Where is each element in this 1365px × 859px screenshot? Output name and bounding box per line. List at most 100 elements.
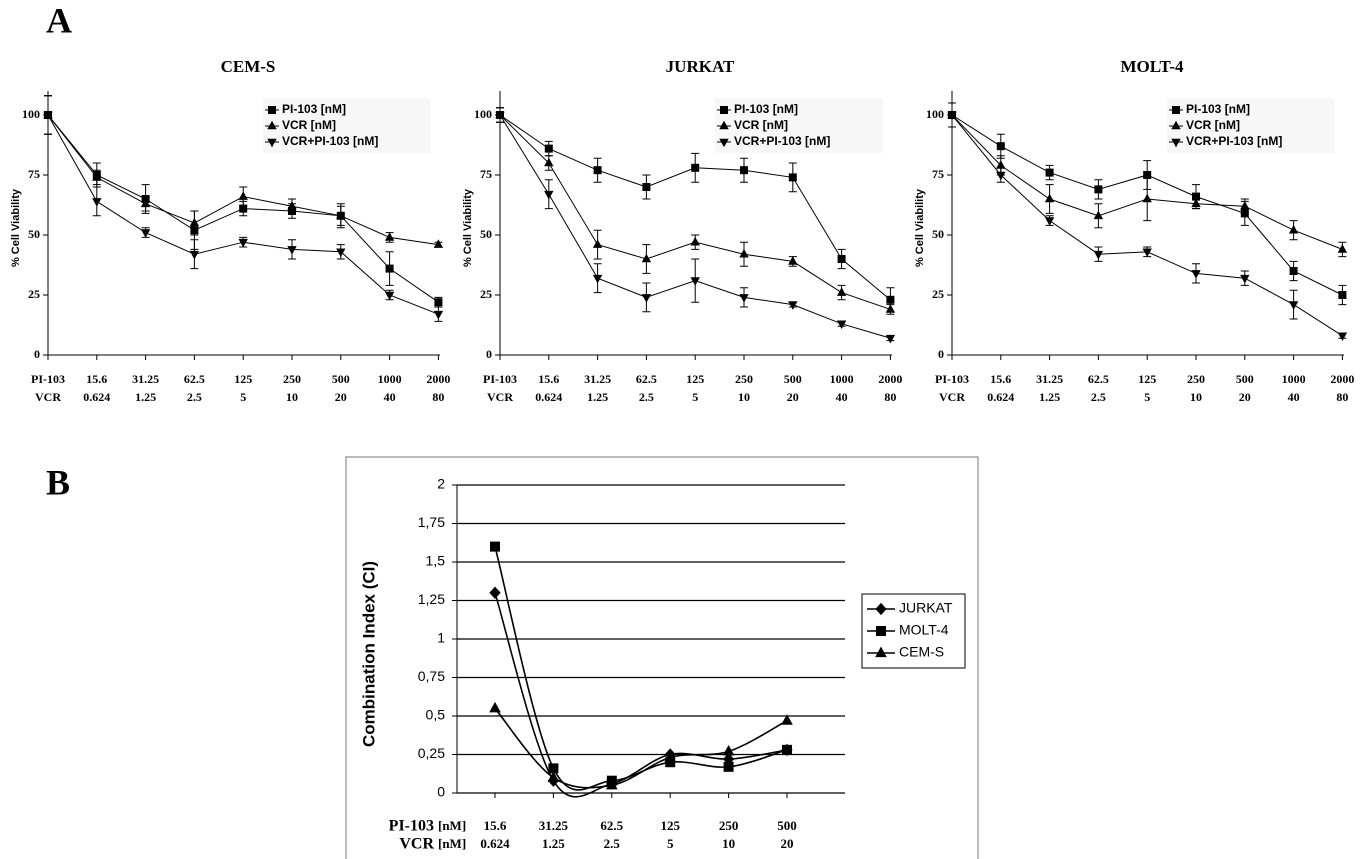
series-line [494, 546, 788, 791]
marker [690, 277, 700, 286]
series-line [494, 592, 788, 798]
marker [1240, 200, 1250, 210]
x-tick-label: 62.5 [636, 372, 657, 386]
x-tick-label: 10 [286, 390, 298, 404]
x-tick-label: 125 [234, 372, 252, 386]
y-tick-label: 75 [932, 167, 944, 181]
x-tick-label: 15.6 [538, 372, 559, 386]
x-tick-label: 20 [781, 836, 794, 851]
x-tick-label: 1.25 [1039, 390, 1060, 404]
marker [544, 144, 553, 153]
y-tick-label: 1 [437, 630, 445, 646]
x-tick-label: 20 [335, 390, 347, 404]
marker [544, 190, 554, 200]
x-tick-label: 500 [332, 372, 350, 386]
x-tick-label: 5 [1144, 390, 1150, 404]
x-tick-label: 1000 [378, 372, 402, 386]
x-tick-label: 2.5 [604, 836, 621, 851]
legend-label: PI-103 [nM] [282, 102, 346, 116]
y-tick-label: 1,75 [418, 514, 445, 530]
x-tick-label: 125 [686, 372, 704, 386]
marker [1240, 274, 1250, 284]
marker [140, 229, 151, 238]
chart-title: MOLT-4 [1121, 57, 1184, 76]
marker [1044, 193, 1055, 203]
x-tick-label: 2.5 [187, 390, 202, 404]
x-tick-label: 20 [1239, 390, 1251, 404]
marker [1289, 267, 1298, 275]
marker [1172, 106, 1180, 114]
chart-title: CEM-S [221, 57, 276, 76]
marker [996, 171, 1006, 181]
legend-label: VCR [nM] [282, 118, 336, 132]
y-axis-label: % Cell Viability [462, 188, 474, 267]
x-tick-label: 0.624 [987, 390, 1014, 404]
marker [723, 761, 734, 772]
x-tick-label: 1000 [830, 372, 854, 386]
y-tick-label: 0 [938, 347, 944, 361]
y-tick-label: 25 [932, 287, 944, 301]
marker [1338, 291, 1347, 299]
x-tick-label: 40 [384, 390, 396, 404]
x-tick-label: 31.25 [539, 818, 569, 833]
legend-box [263, 98, 431, 153]
marker [788, 301, 798, 310]
marker [336, 248, 346, 258]
x-tick-label: VCR [35, 390, 61, 404]
x-tick-label: VCR [939, 390, 965, 404]
marker [385, 264, 394, 273]
x-tick-label: 15.6 [86, 372, 107, 386]
marker [1093, 250, 1104, 260]
x-tick-label: PI-103 [483, 372, 517, 386]
y-tick-label: 25 [28, 287, 40, 301]
marker [287, 200, 297, 210]
x-tick-label: 10 [738, 390, 750, 404]
legend-box [715, 98, 883, 153]
x-tick-label: 250 [283, 372, 301, 386]
x-tick-label: 125 [660, 818, 680, 833]
marker [788, 173, 797, 182]
legend-label: PI-103 [nM] [734, 102, 798, 116]
y-axis-label: % Cell Viability [10, 188, 22, 267]
y-tick-label: 75 [480, 167, 492, 181]
x-tick-label: 500 [784, 372, 802, 386]
marker [1142, 248, 1152, 258]
x-tick-label: 2.5 [1091, 390, 1106, 404]
legend-label: VCR+PI-103 [nM] [1186, 134, 1282, 148]
marker [876, 626, 886, 636]
x-tick-label: 5 [667, 836, 674, 851]
marker [489, 586, 501, 599]
marker [690, 236, 700, 246]
legend-label: JURKAT [899, 600, 953, 616]
panel-b-frame [345, 456, 979, 859]
x-tick-label: PI-103 [31, 372, 65, 386]
marker [885, 334, 896, 344]
x-tick-label: 15.6 [990, 372, 1011, 386]
marker [1288, 301, 1299, 310]
marker [189, 250, 200, 260]
marker [606, 778, 618, 790]
y-tick-label: 50 [480, 227, 492, 241]
marker [739, 294, 749, 303]
marker [691, 163, 700, 172]
x-tick-label: 2000 [878, 372, 902, 386]
y-axis-label: % Cell Viability [914, 188, 926, 267]
marker [287, 246, 297, 255]
x-tick-label: 31.25 [1036, 372, 1063, 386]
y-tick-label: 0 [437, 784, 445, 800]
x-tick-label: 80 [1336, 390, 1348, 404]
x-tick-label: 62.5 [600, 818, 623, 833]
x-tick-label: 125 [1138, 372, 1156, 386]
marker [434, 298, 443, 307]
marker [1045, 168, 1054, 177]
x-tick-label: 31.25 [132, 372, 159, 386]
marker [593, 166, 602, 175]
legend-label: CEM-S [899, 644, 944, 660]
legend-label: PI-103 [nM] [1186, 102, 1250, 116]
legend-label: VCR+PI-103 [nM] [734, 134, 830, 148]
marker [238, 238, 248, 248]
x-tick-label: 500 [1236, 372, 1254, 386]
marker [782, 744, 792, 755]
marker [788, 256, 798, 265]
